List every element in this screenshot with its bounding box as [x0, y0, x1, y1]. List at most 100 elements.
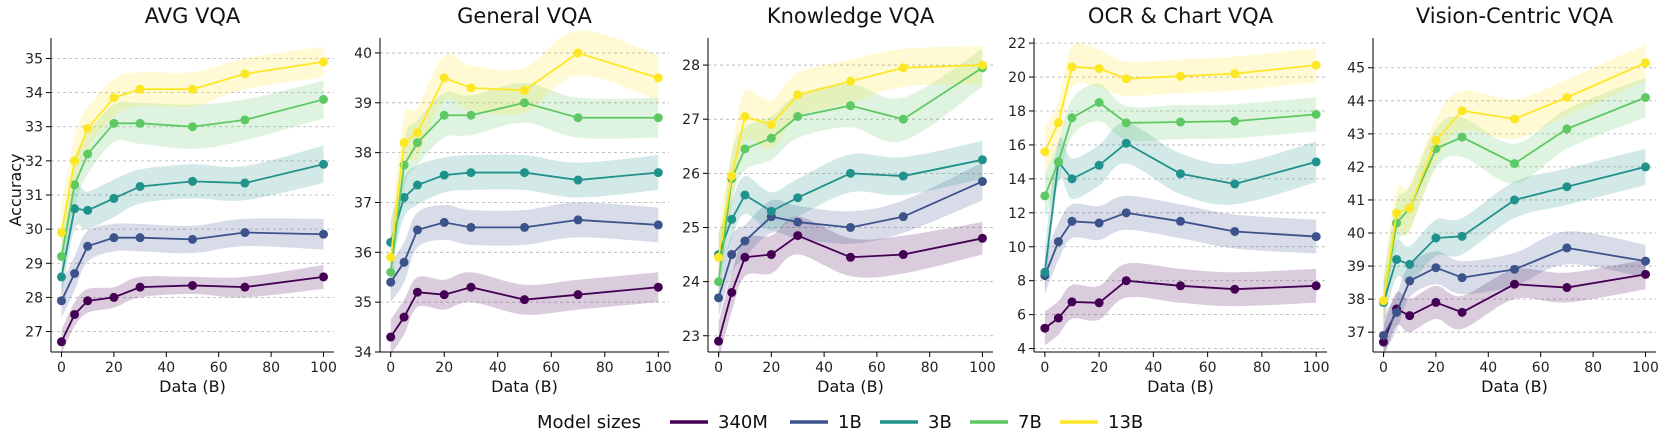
data-point-13B — [653, 73, 663, 83]
confidence-band-1B — [718, 162, 983, 317]
data-point-3B — [1431, 233, 1441, 243]
data-point-7B — [109, 118, 119, 128]
data-point-340M — [1094, 298, 1104, 308]
data-point-1B — [1378, 330, 1388, 340]
data-point-13B — [1405, 203, 1415, 213]
data-point-13B — [1392, 208, 1402, 218]
data-point-3B — [109, 193, 119, 203]
series-line-13B — [60, 61, 324, 233]
series-line-1B — [1382, 246, 1646, 336]
y-tick-label: 26 — [682, 166, 700, 182]
data-point-13B — [1121, 74, 1131, 84]
data-point-1B — [1641, 256, 1651, 266]
data-point-340M — [466, 282, 476, 292]
y-tick-label: 18 — [1008, 104, 1026, 120]
data-point-7B — [386, 267, 396, 277]
data-point-3B — [412, 180, 422, 190]
data-point-7B — [740, 144, 750, 154]
x-axis-label: Data (B) — [1147, 377, 1214, 396]
y-tick-label: 35 — [354, 295, 372, 311]
data-point-7B — [1230, 116, 1240, 126]
x-tick-label: 20 — [1090, 360, 1108, 376]
y-tick-label: 8 — [1017, 274, 1026, 290]
series-line-13B — [1044, 64, 1317, 153]
data-point-1B — [1121, 208, 1131, 218]
data-point-3B — [573, 175, 583, 185]
data-point-340M — [1405, 311, 1415, 321]
data-point-340M — [439, 290, 449, 300]
data-point-3B — [793, 193, 803, 203]
data-point-13B — [793, 90, 803, 100]
series-line-3B — [717, 158, 983, 255]
data-point-340M — [846, 252, 855, 262]
y-tick-label: 44 — [1347, 94, 1365, 110]
x-tick-label: 80 — [596, 360, 614, 376]
data-point-13B — [188, 84, 197, 94]
y-tick-label: 4 — [1017, 342, 1026, 358]
data-point-13B — [319, 57, 329, 67]
data-point-13B — [714, 252, 724, 262]
data-point-13B — [399, 138, 409, 148]
y-tick-label: 32 — [25, 154, 43, 170]
data-point-13B — [1431, 135, 1441, 145]
data-point-340M — [412, 287, 422, 297]
x-tick-label: 80 — [1584, 360, 1602, 376]
confidence-band-7B — [1383, 77, 1646, 324]
data-point-1B — [240, 228, 250, 238]
data-point-13B — [1510, 114, 1519, 124]
data-point-3B — [319, 159, 329, 169]
y-tick-label: 25 — [682, 220, 700, 236]
confidence-band-3B — [1044, 122, 1317, 295]
data-point-1B — [727, 250, 737, 260]
x-tick-label: 0 — [57, 360, 66, 376]
data-point-3B — [653, 168, 663, 178]
data-point-340M — [520, 295, 529, 305]
data-point-1B — [412, 225, 422, 235]
data-point-3B — [1311, 157, 1321, 167]
data-point-13B — [1457, 106, 1467, 116]
data-point-13B — [83, 123, 93, 133]
data-point-13B — [109, 93, 119, 103]
x-tick-label: 100 — [645, 360, 672, 376]
x-tick-label: 100 — [1303, 360, 1330, 376]
data-point-340M — [1641, 269, 1651, 279]
x-tick-label: 100 — [310, 360, 337, 376]
data-point-3B — [56, 272, 66, 282]
data-point-340M — [1311, 281, 1321, 291]
data-point-1B — [135, 233, 145, 243]
data-point-1B — [1176, 216, 1185, 226]
data-point-13B — [1641, 58, 1651, 68]
x-axis-label: Data (B) — [491, 377, 558, 396]
x-tick-label: 20 — [1427, 360, 1445, 376]
y-tick-label: 6 — [1017, 308, 1026, 324]
data-point-7B — [1094, 97, 1104, 107]
data-point-7B — [466, 110, 476, 120]
data-point-1B — [439, 217, 449, 227]
chart-title: AVG VQA — [145, 4, 241, 28]
y-tick-label: 14 — [1008, 172, 1026, 188]
data-point-13B — [439, 73, 449, 83]
data-point-340M — [399, 312, 409, 322]
x-tick-label: 40 — [157, 360, 175, 376]
x-tick-label: 60 — [868, 360, 886, 376]
x-tick-label: 60 — [1199, 360, 1217, 376]
data-point-7B — [1176, 117, 1185, 127]
y-tick-label: 23 — [682, 329, 700, 345]
data-point-1B — [1392, 307, 1402, 317]
data-point-3B — [1562, 182, 1572, 192]
confidence-band-13B — [1383, 44, 1646, 326]
data-point-340M — [1121, 276, 1131, 286]
data-point-1B — [466, 222, 476, 232]
data-point-3B — [70, 204, 80, 214]
data-point-340M — [898, 250, 908, 260]
data-point-3B — [439, 170, 449, 180]
data-point-1B — [1311, 232, 1321, 242]
data-point-13B — [1053, 118, 1063, 128]
data-point-7B — [319, 94, 329, 104]
data-point-13B — [846, 76, 855, 86]
data-point-3B — [898, 171, 908, 181]
chart-panel-1: 27 28 29 30 31 32 33 34 35 0 20 40 60 80 100 AVG VQA Dat… — [25, 4, 337, 396]
y-tick-label: 37 — [1347, 325, 1365, 341]
data-point-7B — [1457, 132, 1467, 142]
data-point-3B — [1405, 259, 1415, 269]
